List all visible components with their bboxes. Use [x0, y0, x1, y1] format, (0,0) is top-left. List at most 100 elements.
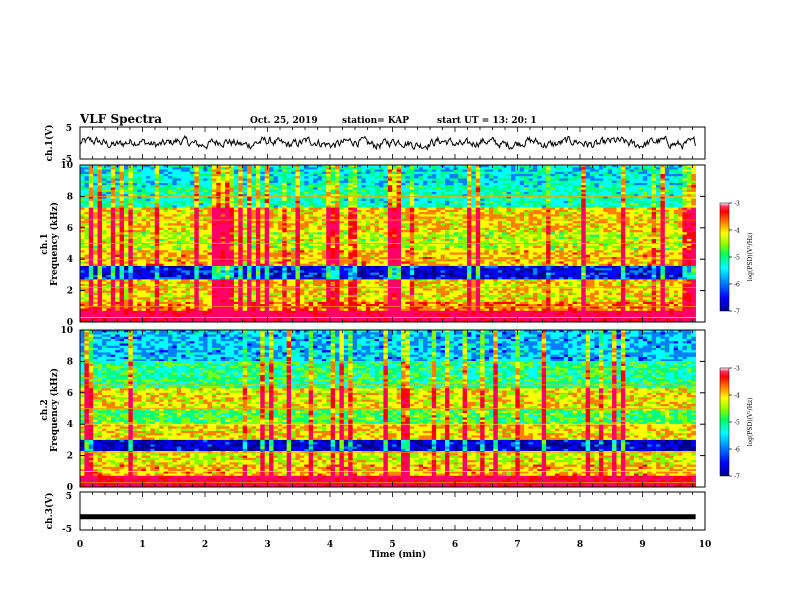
spectrogram-cell: [559, 203, 565, 206]
spectrogram-cell: [374, 167, 380, 170]
spectrogram-cell: [330, 173, 336, 177]
spectrogram-cell: [502, 236, 507, 240]
spectrogram-cell: [453, 182, 459, 186]
spectrogram-cell: [203, 196, 208, 199]
spectrogram-cell: [242, 169, 248, 173]
spectrogram-cell: [269, 241, 274, 244]
spectrogram-cell: [418, 194, 424, 197]
spectrogram-cell: [216, 194, 222, 197]
spectrogram-cell: [686, 207, 692, 211]
spectrogram-cell: [154, 221, 160, 224]
spectrogram-cell: [590, 225, 595, 229]
spectrogram-cell: [422, 200, 428, 204]
spectrogram-cell: [502, 196, 507, 199]
spectrogram-cell: [612, 200, 617, 204]
spectrogram-cell: [576, 209, 582, 213]
spectrogram-cell: [277, 167, 283, 170]
spectrogram-cell: [343, 167, 349, 170]
spectrogram-cell: [440, 236, 446, 240]
spectrogram-cell: [304, 239, 309, 242]
spectrogram-cell: [277, 216, 283, 220]
spectrogram-cell: [189, 189, 195, 193]
spectrogram-cell: [532, 198, 538, 202]
spectrogram-cell: [383, 185, 389, 188]
spectrogram-cell: [313, 191, 318, 195]
spectrogram-cell: [563, 225, 569, 229]
spectrogram-cell: [673, 176, 679, 179]
spectrogram-cell: [444, 243, 450, 247]
spectrogram-cell: [260, 232, 265, 235]
spectrogram-cell: [647, 196, 652, 199]
spectrogram-cell: [616, 232, 622, 235]
spectrogram-cell: [207, 221, 213, 224]
spectrogram-cell: [247, 173, 252, 177]
spectrogram-cell: [264, 207, 270, 211]
spectrogram-cell: [176, 214, 182, 217]
spectrogram-cell: [669, 225, 674, 229]
spectrogram-cell: [374, 212, 380, 215]
spectrogram-cell: [515, 225, 521, 229]
spectrogram-cell: [115, 239, 120, 242]
spectrogram-cell: [392, 198, 397, 202]
spectrogram-cell: [576, 207, 582, 211]
spectrogram-cell: [422, 214, 428, 217]
spectrogram-cell: [480, 236, 485, 240]
spectrogram-cell: [444, 239, 450, 242]
spectrogram-cell: [374, 221, 380, 224]
spectrogram-cell: [110, 223, 116, 226]
spectrogram-cell: [598, 227, 604, 231]
spectrogram-cell: [537, 173, 543, 177]
spectrogram-cell: [590, 191, 595, 195]
spectrogram-cell: [581, 234, 586, 238]
spectrogram-cell: [80, 232, 85, 235]
spectrogram-cell: [185, 200, 191, 204]
spectrogram-cell: [563, 221, 569, 224]
spectrogram-cell: [528, 169, 534, 173]
spectrogram-cell: [260, 176, 265, 179]
spectrogram-cell: [159, 230, 164, 233]
spectrogram-cell: [568, 203, 573, 206]
spectrogram-cell: [321, 178, 327, 181]
spectrogram-cell: [172, 182, 178, 186]
spectrogram-cell: [392, 209, 397, 213]
spectrogram-cell: [282, 243, 287, 247]
spectrogram-cell: [189, 173, 195, 177]
spectrogram-cell: [277, 241, 283, 244]
spectrogram-cell: [392, 212, 397, 215]
spectrogram-cell: [444, 209, 450, 213]
spectrogram-cell: [550, 178, 556, 181]
spectrogram-cell: [154, 196, 160, 199]
spectrogram-cell: [233, 243, 239, 247]
spectrogram-cell: [466, 196, 472, 199]
spectrogram-cell: [453, 178, 459, 181]
spectrogram-cell: [317, 196, 323, 199]
spectrogram-cell: [216, 189, 222, 193]
spectrogram-cell: [185, 221, 191, 224]
spectrogram-cell: [110, 178, 116, 181]
spectrogram-cell: [642, 241, 648, 244]
spectrogram-cell: [106, 225, 112, 229]
spectrogram-cell: [343, 216, 349, 220]
spectrogram-cell: [273, 230, 279, 233]
spectrogram-cell: [440, 227, 446, 231]
spectrogram-cell: [291, 241, 296, 244]
spectrogram-cell: [607, 198, 613, 202]
spectrogram-cell: [304, 185, 309, 188]
spectrogram-cell: [181, 200, 186, 204]
spectrogram-cell: [686, 196, 692, 199]
spectrogram-cell: [159, 223, 164, 226]
spectrogram-cell: [691, 232, 696, 235]
spectrogram-cell: [330, 207, 336, 211]
spectrogram-cell: [422, 180, 428, 184]
spectrogram-cell: [97, 239, 103, 242]
spectrogram-cell: [339, 207, 345, 211]
spectrogram-cell: [484, 185, 490, 188]
spectrogram-cell: [370, 236, 375, 240]
spectrogram-cell: [379, 236, 384, 240]
spectrogram-cell: [185, 227, 191, 231]
spectrogram-cell: [247, 214, 252, 217]
spectrogram-cell: [198, 239, 204, 242]
spectrogram-cell: [128, 221, 134, 224]
spectrogram-cell: [528, 232, 534, 235]
spectrogram-cell: [515, 187, 521, 190]
